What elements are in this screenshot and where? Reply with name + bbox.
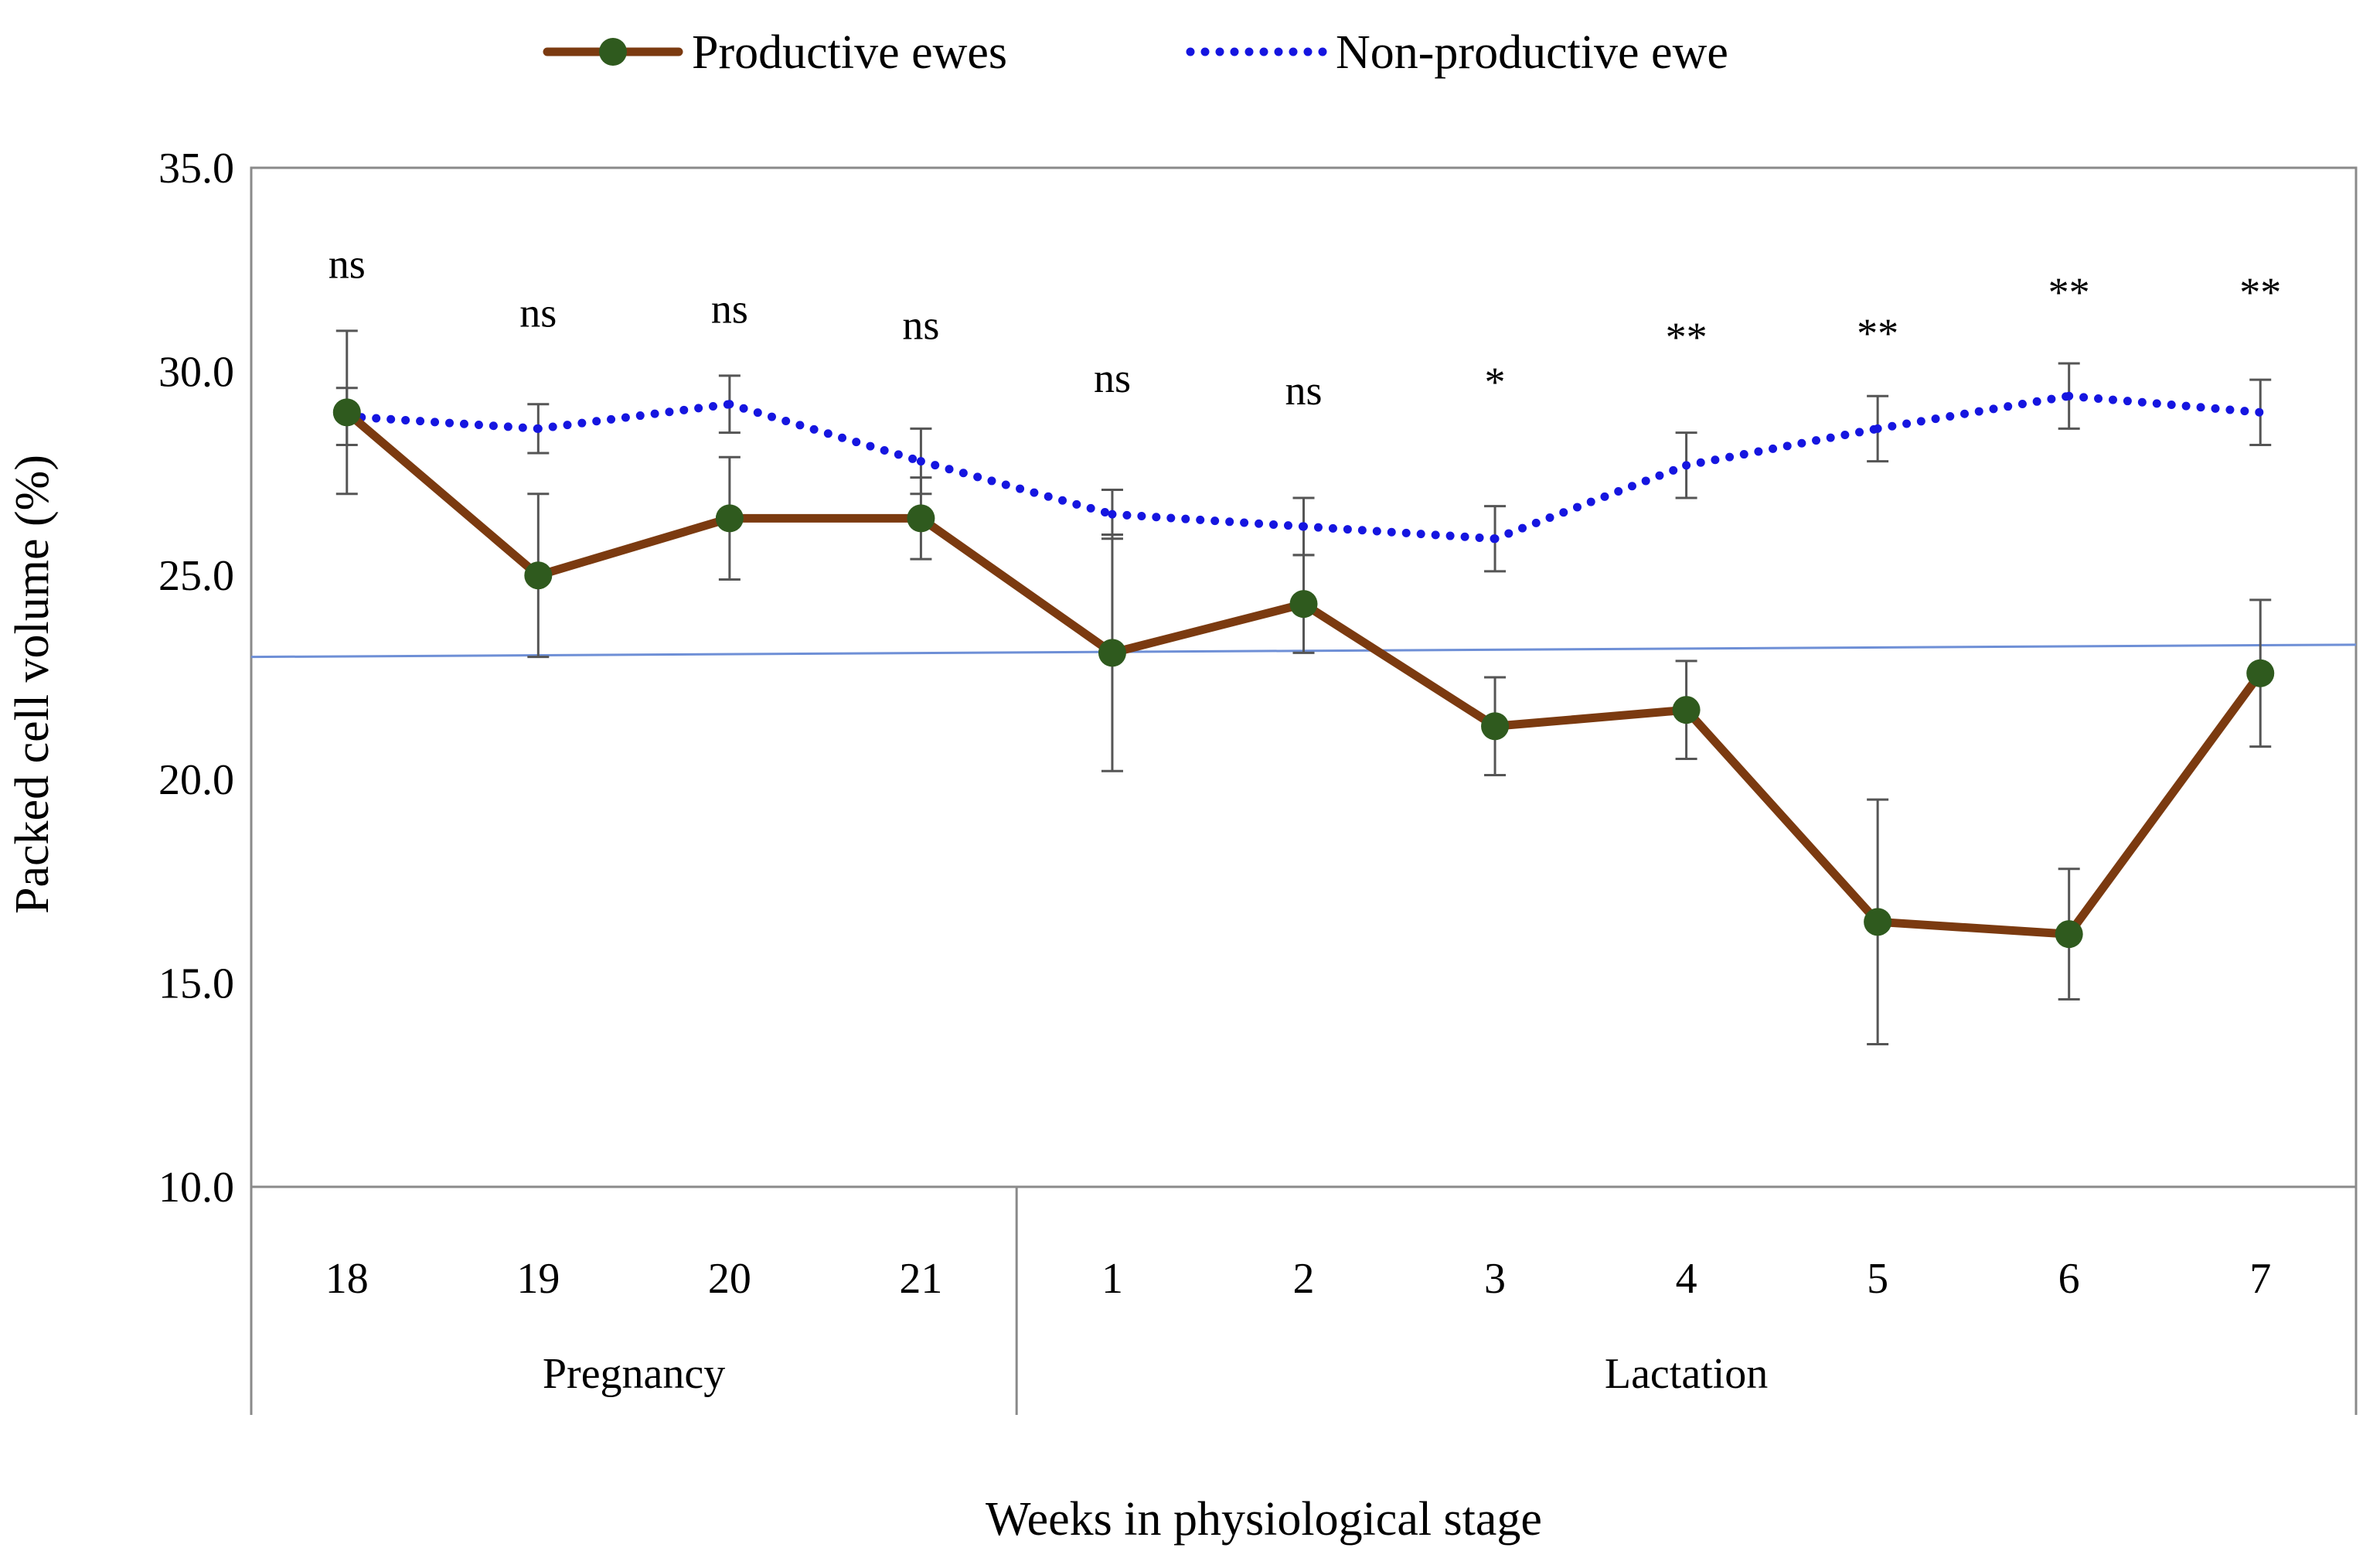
x-tick-label: 7	[2249, 1255, 2271, 1303]
legend-marker-productive-ewes	[599, 38, 627, 66]
series-segment	[342, 412, 543, 433]
y-tick-label: 15.0	[158, 960, 234, 1007]
series-segment	[725, 400, 925, 466]
group-label-pregnancy: Pregnancy	[543, 1350, 725, 1398]
data-point	[715, 504, 744, 533]
significance-label: ns	[519, 290, 557, 336]
data-point	[1098, 639, 1126, 667]
series-segment	[1490, 461, 1691, 544]
series-segment	[533, 513, 734, 580]
series-segment	[1873, 391, 2074, 433]
significance-label: ns	[902, 302, 939, 348]
significance-label: ns	[711, 285, 748, 332]
significance-label: *	[1485, 359, 1506, 405]
series-segment	[916, 513, 1117, 657]
legend-label-productive-ewes: Productive ewes	[692, 26, 1007, 79]
series-productive-ewes	[332, 329, 2275, 1045]
x-tick-label: 20	[708, 1255, 751, 1303]
series-segment	[342, 407, 543, 580]
data-point	[332, 398, 361, 427]
x-tick-label: 18	[325, 1255, 369, 1303]
significance-label: **	[1666, 314, 1708, 360]
significance-label: **	[2048, 269, 2090, 315]
series-segment	[1682, 705, 1882, 926]
y-tick-label: 30.0	[158, 349, 234, 397]
data-point	[2246, 659, 2275, 687]
y-axis: 10.0 15.0 20.0 25.0 30.0 35.0	[158, 145, 234, 1212]
x-tick-label: 4	[1676, 1255, 1697, 1303]
series-segment	[1490, 705, 1691, 731]
group-label-lactation: Lactation	[1605, 1350, 1768, 1398]
legend-label-non-productive-ewe: Non-productive ewe	[1336, 26, 1728, 79]
series-segment	[1108, 510, 1308, 531]
series-layer	[332, 329, 2275, 1045]
data-point	[2055, 920, 2083, 949]
data-point	[524, 561, 553, 590]
data-point	[1864, 908, 1892, 936]
series-segment	[1108, 599, 1308, 657]
x-tick-label: 3	[1484, 1255, 1506, 1303]
y-tick-label: 35.0	[158, 145, 234, 193]
data-point	[1672, 696, 1701, 724]
x-tick-label: 21	[899, 1255, 942, 1303]
series-segment	[916, 457, 1117, 519]
y-tick-label: 25.0	[158, 552, 234, 600]
series-segment	[533, 400, 734, 433]
data-point	[1481, 712, 1510, 741]
y-tick-label: 20.0	[158, 756, 234, 804]
series-segment	[2065, 669, 2265, 939]
significance-label: ns	[1094, 355, 1131, 401]
x-tick-label: 6	[2058, 1255, 2080, 1303]
data-point	[1289, 590, 1318, 619]
series-segment	[1299, 599, 1500, 731]
x-tick-label: 2	[1293, 1255, 1315, 1303]
significance-label: ns	[329, 240, 366, 287]
series-segment	[2065, 391, 2265, 417]
y-axis-title: Packed cell volume (%)	[6, 455, 59, 914]
y-tick-label: 10.0	[158, 1164, 234, 1212]
data-point	[907, 504, 935, 533]
significance-label: ns	[1285, 367, 1322, 414]
plot-area	[250, 166, 2358, 1188]
plot-border	[250, 166, 2358, 1188]
significance-label: **	[2239, 269, 2281, 315]
significance-label: **	[1857, 310, 1898, 356]
x-tick-label: 19	[516, 1255, 560, 1303]
legend	[543, 38, 1328, 66]
series-non-productive-ewe	[335, 362, 2272, 573]
x-tick-label: 1	[1101, 1255, 1123, 1303]
x-axis-title: Weeks in physiological stage	[986, 1493, 1542, 1546]
series-segment	[1682, 424, 1882, 470]
series-segment	[1299, 522, 1500, 544]
series-segment	[1873, 917, 2074, 939]
x-tick-label: 5	[1867, 1255, 1888, 1303]
